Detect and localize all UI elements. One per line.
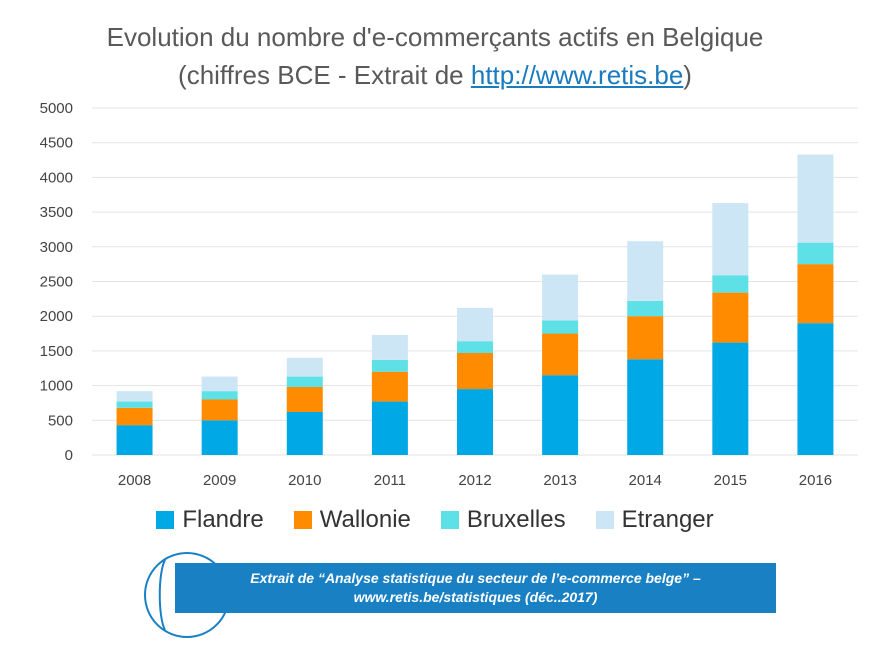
retis-link[interactable]: http://www.retis.be <box>470 60 684 90</box>
x-tick-label: 2010 <box>288 472 321 489</box>
y-tick-label: 500 <box>48 412 73 429</box>
bar-segment-wallonie <box>457 352 493 390</box>
x-tick-label: 2014 <box>629 472 662 489</box>
bar-segment-flandre <box>201 420 238 455</box>
x-tick-label: 2012 <box>458 472 491 489</box>
bar-segment-etranger <box>201 376 238 392</box>
x-axis-ticks: 2008 2009 2010 2011 2012 2013 2014 2015 2016 <box>118 472 832 489</box>
y-tick-label: 3500 <box>40 204 73 221</box>
bar-segment-flandre <box>542 375 579 455</box>
y-tick-label: 3000 <box>40 239 73 256</box>
y-tick-label: 2000 <box>40 308 73 325</box>
legend-swatch <box>440 511 459 529</box>
bars <box>116 154 834 455</box>
legend-swatch <box>156 511 175 529</box>
bar-segment-etranger <box>542 274 579 321</box>
bar-segment-flandre <box>712 342 749 455</box>
bar-segment-etranger <box>286 357 323 377</box>
bar-segment-flandre <box>627 359 664 455</box>
legend-item: Flandre <box>156 506 264 534</box>
bar-segment-wallonie <box>201 399 238 421</box>
legend-label: Flandre <box>182 506 264 533</box>
bar-segment-flandre <box>797 323 834 455</box>
y-tick-label: 1000 <box>40 378 73 395</box>
bar-segment-flandre <box>457 389 493 455</box>
title-line-2: (chiffres BCE - Extrait de http://www.re… <box>0 56 870 94</box>
legend: Flandre Wallonie Bruxelles Etranger <box>0 506 870 534</box>
chart-title: Evolution du nombre d'e-commerçants acti… <box>0 18 870 94</box>
bar-segment-etranger <box>627 241 664 301</box>
bar-segment-etranger <box>371 334 408 360</box>
legend-swatch <box>595 511 614 529</box>
title-line-1: Evolution du nombre d'e-commerçants acti… <box>106 22 764 52</box>
bar-segment-bruxelles <box>457 341 493 353</box>
x-tick-label: 2008 <box>118 472 151 489</box>
legend-item: Bruxelles <box>440 506 566 534</box>
banner-line-1: Extrait de “Analyse statistique du secte… <box>250 570 701 586</box>
title-prefix: (chiffres BCE - Extrait de <box>178 60 471 90</box>
bar-segment-wallonie <box>371 371 408 402</box>
bar-segment-etranger <box>457 307 493 342</box>
y-tick-label: 2500 <box>40 274 73 291</box>
x-tick-label: 2011 <box>374 472 406 489</box>
bar-segment-bruxelles <box>371 359 408 372</box>
bar-segment-bruxelles <box>797 242 834 265</box>
bar-segment-bruxelles <box>116 401 153 408</box>
y-tick-label: 4500 <box>40 135 73 152</box>
bar-segment-etranger <box>116 391 153 402</box>
bar-segment-bruxelles <box>712 275 749 293</box>
bar-segment-bruxelles <box>627 300 664 317</box>
bar-segment-flandre <box>371 401 408 455</box>
bar-segment-wallonie <box>286 386 323 412</box>
bar-segment-wallonie <box>797 264 834 324</box>
source-banner: Extrait de “Analyse statistique du secte… <box>175 563 776 613</box>
bar-segment-etranger <box>797 154 834 243</box>
legend-label: Wallonie <box>319 506 411 533</box>
y-tick-label: 4000 <box>40 169 73 186</box>
stacked-bar-chart: 0 500 1000 1500 2000 2500 3000 3500 4000 4500 5000… <box>40 100 858 489</box>
x-tick-label: 2009 <box>203 472 236 489</box>
legend-label: Etranger <box>621 506 714 533</box>
bar-segment-wallonie <box>627 316 664 360</box>
legend-item: Wallonie <box>293 506 411 534</box>
bar-segment-wallonie <box>542 333 579 376</box>
x-tick-label: 2013 <box>543 472 576 489</box>
bar-segment-etranger <box>712 203 749 276</box>
y-tick-label: 5000 <box>40 100 73 117</box>
bar-segment-bruxelles <box>286 376 323 387</box>
y-tick-label: 1500 <box>40 343 73 360</box>
legend-label: Bruxelles <box>466 506 566 533</box>
bar-segment-flandre <box>116 425 153 455</box>
x-tick-label: 2015 <box>714 472 747 489</box>
y-tick-label: 0 <box>65 447 73 464</box>
bar-segment-bruxelles <box>542 320 579 334</box>
bar-segment-bruxelles <box>201 391 238 400</box>
title-suffix: ) <box>683 60 692 90</box>
legend-swatch <box>293 511 312 529</box>
y-axis-ticks: 0 500 1000 1500 2000 2500 3000 3500 4000 4500 5000 <box>40 100 73 464</box>
bar-segment-wallonie <box>116 407 153 426</box>
bar-segment-wallonie <box>712 292 749 343</box>
banner-line-2: www.retis.be/statistiques (déc..2017) <box>353 589 598 605</box>
x-tick-label: 2016 <box>799 472 832 489</box>
legend-item: Etranger <box>595 506 714 534</box>
bar-segment-flandre <box>286 411 323 455</box>
